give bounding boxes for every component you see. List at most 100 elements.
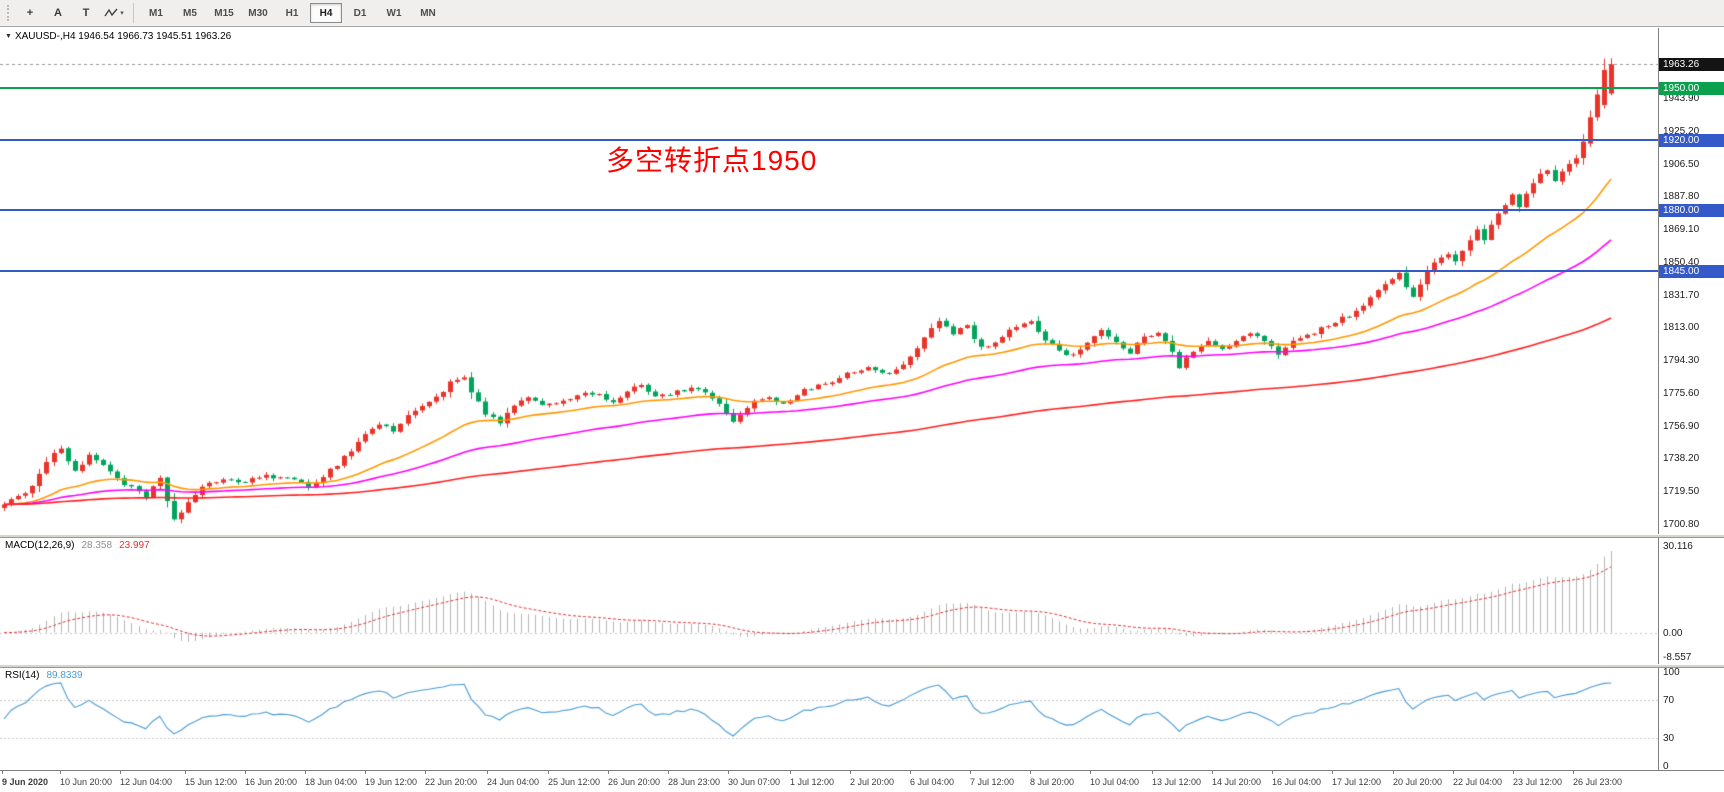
time-axis-tick [728,771,729,774]
time-axis-label: 10 Jul 04:00 [1090,777,1140,787]
text-label-tool-button[interactable]: A [44,2,72,24]
polyline-tool-button[interactable]: ▾ [100,2,128,24]
time-axis-tick [1332,771,1333,774]
current-price-label: 1963.26 [1659,58,1724,72]
time-axis-label: 26 Jul 23:00 [1573,777,1623,787]
macd-label: MACD(12,26,9) 28.358 23.997 [5,540,150,551]
price-level-label-1920.00: 1920.00 [1659,134,1724,148]
time-axis-label: 2 Jul 20:00 [850,777,895,787]
timeframe-m15-button[interactable]: M15 [214,7,234,19]
time-axis-tick [1393,771,1394,774]
price-level-label-1845.00: 1845.00 [1659,265,1724,279]
hline-1950.00[interactable] [0,86,1658,89]
price-axis-tick: 1700.80 [1663,518,1700,530]
time-axis-tick [790,771,791,774]
macd-axis-label: -8.557 [1663,652,1692,664]
time-axis-label: 23 Jul 12:00 [1513,777,1563,787]
time-axis-tick [1573,771,1574,774]
price-axis-tick: 1794.30 [1663,355,1700,367]
symbol-ohlc-text: XAUUSD-,H4 1946.54 1966.73 1945.51 1963.… [14,31,232,42]
time-axis-tick [1030,771,1031,774]
rsi-label: RSI(14) 89.8339 [5,670,83,681]
time-axis-tick [185,771,186,774]
time-axis-tick [1453,771,1454,774]
rsi-axis-label: 100 [1663,667,1680,678]
time-axis[interactable]: 9 Jun 2020 10 Jun 20:00 12 Jun 04:00 15 Jun… [0,770,1724,792]
time-axis-tick [245,771,246,774]
time-axis-tick [1212,771,1213,774]
price-axis-tick: 1925.20 [1663,125,1700,137]
crosshair-tool-button[interactable]: + [16,2,44,24]
price-axis-tick: 1738.20 [1663,453,1700,465]
time-axis-tick [305,771,306,774]
time-axis-tick [1513,771,1514,774]
macd-main-value: 28.358 [81,540,113,551]
price-axis-border [1658,28,1659,770]
macd-axis-label: 30.116 [1663,540,1693,552]
symbol-marker-icon: ▼ [5,33,12,40]
timeframe-d1-button[interactable]: D1 [353,7,367,19]
time-axis-label: 18 Jun 04:00 [305,777,358,787]
price-axis-tick: 1756.90 [1663,420,1700,432]
time-axis-tick [1152,771,1153,774]
price-axis-tick: 1869.10 [1663,224,1700,236]
timeframe-mn-button[interactable]: MN [420,7,436,19]
timeframe-m1-button[interactable]: M1 [149,7,163,19]
time-axis-label: 20 Jul 20:00 [1393,777,1443,787]
rsi-pane-splitter[interactable] [0,664,1724,668]
time-axis-label: 1 Jul 12:00 [790,777,835,787]
hline-1920.00[interactable] [0,139,1658,142]
time-axis-label: 7 Jul 12:00 [970,777,1015,787]
time-axis-label: 12 Jun 04:00 [120,777,173,787]
price-axis-tick: 1943.90 [1663,93,1700,105]
time-axis-tick [970,771,971,774]
time-axis-tick [487,771,488,774]
timeframes-toolbar: M1 M5 M15 M30 H1 H4 D1 W1 MN [139,3,445,23]
macd-pane-splitter[interactable] [0,534,1724,538]
text-box-icon: T [82,6,90,19]
time-axis-tick [548,771,549,774]
timeframe-m5-button[interactable]: M5 [183,7,197,19]
time-axis-tick [850,771,851,774]
price-axis-tick: 1775.60 [1663,387,1700,399]
hline-1880.00[interactable] [0,209,1658,212]
time-axis-tick [120,771,121,774]
time-axis-tick [1272,771,1273,774]
toolbar-grip [7,5,12,21]
time-axis-tick [425,771,426,774]
rsi-name: RSI(14) [5,670,40,681]
time-axis-label: 30 Jun 07:00 [728,777,781,787]
rsi-axis-label: 70 [1663,695,1675,707]
line-studies-toolbar: + A T ▾ [16,2,128,24]
price-axis-tick: 1850.40 [1663,256,1700,268]
time-axis-label: 6 Jul 04:00 [910,777,955,787]
timeframe-h1-button[interactable]: H1 [285,7,299,19]
hline-1845.00[interactable] [0,270,1658,273]
price-chart-canvas[interactable] [0,28,1658,534]
time-axis-label: 10 Jun 20:00 [60,777,113,787]
text-box-tool-button[interactable]: T [72,2,100,24]
time-axis-tick [1090,771,1091,774]
time-axis-tick [2,771,3,774]
time-axis-tick [668,771,669,774]
text-label-icon: A [54,6,62,19]
time-axis-label: 8 Jul 20:00 [1030,777,1075,787]
time-axis-label: 16 Jul 04:00 [1272,777,1322,787]
timeframe-m30-button[interactable]: M30 [248,7,268,19]
rsi-chart-canvas[interactable] [0,668,1658,770]
time-axis-label: 17 Jul 12:00 [1332,777,1382,787]
macd-chart-canvas[interactable] [0,538,1658,664]
chart-text-annotation[interactable]: 多空转折点1950 [606,145,818,176]
macd-signal-value: 23.997 [119,540,150,551]
time-axis-label: 28 Jun 23:00 [668,777,721,787]
rsi-axis-label: 0 [1663,761,1669,772]
time-axis-label: 13 Jul 12:00 [1152,777,1202,787]
zigzag-icon [104,8,118,17]
macd-name: MACD(12,26,9) [5,540,75,551]
time-axis-tick [608,771,609,774]
timeframe-h4-button[interactable]: H4 [310,3,342,23]
time-axis-tick [910,771,911,774]
price-axis-tick: 1813.00 [1663,322,1700,334]
timeframe-w1-button[interactable]: W1 [386,7,402,19]
